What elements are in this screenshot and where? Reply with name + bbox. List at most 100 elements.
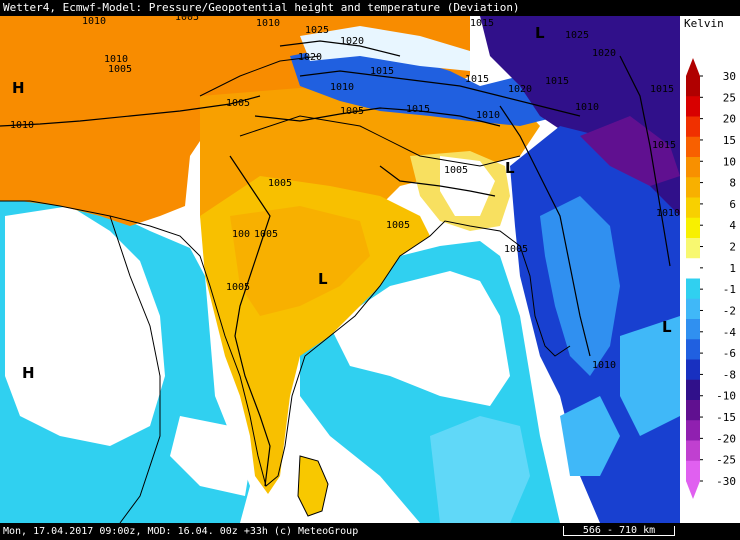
pressure-markers: H H L L L L H bbox=[12, 24, 672, 382]
isobar-label: 1010 bbox=[592, 360, 616, 371]
map-title: Wetter4, Ecmwf-Model: Pressure/Geopotent… bbox=[3, 1, 520, 14]
scale-label: 566 - 710 km bbox=[582, 525, 656, 536]
legend-swatch bbox=[686, 258, 700, 279]
legend-swatch bbox=[686, 76, 700, 97]
legend-arrow-up bbox=[686, 58, 700, 76]
isobar-label: 1005 bbox=[386, 220, 410, 231]
weather-map: 1010 1005 1010 1020 1025 1015 1010 1005 … bbox=[0, 16, 680, 523]
footer-text: Mon, 17.04.2017 09:00z, MOD: 16.04. 00z … bbox=[3, 526, 359, 537]
isobar-label: 1005 bbox=[268, 178, 292, 189]
isobar-label: 1010 bbox=[256, 18, 280, 29]
isobar-label: 1010 bbox=[330, 82, 354, 93]
legend-tick-label: -30 bbox=[716, 475, 736, 488]
legend-tick-label: -6 bbox=[723, 347, 736, 360]
legend-tick-label: 25 bbox=[723, 91, 736, 104]
land-himalaya-blue bbox=[290, 46, 560, 126]
isobar-label: 1015 bbox=[652, 140, 676, 151]
legend-tick-label: -4 bbox=[723, 326, 737, 339]
low-pressure-marker: L bbox=[318, 270, 328, 288]
isobar-label: 1010 bbox=[104, 54, 128, 65]
legend-tick-label: 20 bbox=[723, 113, 736, 126]
isobar-label: 1015 bbox=[470, 18, 494, 29]
land-thailand-lightblue bbox=[620, 316, 680, 436]
isobar-lines bbox=[0, 40, 671, 487]
isobar-label: 1005 bbox=[175, 16, 199, 23]
legend-tick-label: 30 bbox=[723, 70, 736, 83]
isobar-label: 1010 bbox=[82, 16, 106, 27]
isobar-label: 1020 bbox=[508, 84, 532, 95]
legend-tick-label: 4 bbox=[729, 219, 736, 232]
isobar-label: 1005 bbox=[226, 282, 250, 293]
legend-unit: Kelvin bbox=[684, 17, 724, 30]
legend-tick-label: -25 bbox=[716, 454, 736, 467]
legend-swatch bbox=[686, 339, 700, 360]
sea-light-east bbox=[430, 416, 530, 523]
isobar-label: 1005 bbox=[254, 229, 278, 240]
isobar-label: 1005 bbox=[108, 64, 132, 75]
legend-tick-label: 1 bbox=[729, 262, 736, 275]
legend-tick-label: 2 bbox=[729, 241, 736, 254]
low-pressure-marker: L bbox=[535, 24, 545, 42]
legend-colorbar: 30 25 20 15 10 8 6 4 2 1 -1 -2 -4 -6 -8 -10 -15 -20 -25 -30 bbox=[686, 58, 737, 499]
legend-swatch bbox=[686, 136, 700, 158]
legend-swatch bbox=[686, 440, 700, 462]
legend-tick-label: -1 bbox=[723, 283, 736, 296]
land-northeast-white bbox=[440, 156, 495, 216]
legend-swatch bbox=[686, 400, 700, 421]
land-gulf-lightblue bbox=[560, 396, 620, 476]
isobar-label: 1015 bbox=[406, 104, 430, 115]
isobar-label: 1005 bbox=[226, 98, 250, 109]
legend-tick-label: -10 bbox=[716, 390, 736, 403]
isobar-label: 1025 bbox=[305, 25, 329, 36]
legend-tick-label: 8 bbox=[729, 177, 736, 190]
legend-swatch bbox=[686, 359, 700, 381]
isobar-label: 1015 bbox=[370, 66, 394, 77]
legend-tick-label: -8 bbox=[723, 368, 736, 381]
high-pressure-marker: H bbox=[12, 79, 25, 97]
high-pressure-marker: H bbox=[22, 364, 35, 382]
isobar-label: 1005 bbox=[504, 244, 528, 255]
legend-swatch bbox=[686, 298, 700, 320]
legend-tick-label: 15 bbox=[723, 134, 736, 147]
legend-tick-label: -2 bbox=[723, 304, 736, 317]
legend-swatch bbox=[686, 217, 700, 239]
isobar-label: 1020 bbox=[592, 48, 616, 59]
sea-white-west bbox=[5, 206, 165, 446]
isobar-label: 1010 bbox=[10, 120, 34, 131]
legend-swatch bbox=[686, 278, 700, 300]
sea-white-bay bbox=[330, 271, 510, 406]
map-header: Wetter4, Ecmwf-Model: Pressure/Geopotent… bbox=[0, 0, 740, 16]
land-central-gold bbox=[230, 206, 370, 316]
legend-swatch bbox=[686, 238, 700, 259]
isobar-label: 1015 bbox=[465, 74, 489, 85]
legend-arrow-down bbox=[686, 481, 700, 499]
isobar-label: 1015 bbox=[650, 84, 674, 95]
land-tibet-white bbox=[300, 26, 470, 71]
legend-swatch bbox=[686, 157, 700, 178]
legend-tick-label: 10 bbox=[723, 155, 736, 168]
isobar-label: 1015 bbox=[545, 76, 569, 87]
legend-swatch bbox=[686, 379, 700, 401]
temperature-legend: Kelvin 30 25 20 15 10 8 6 4 2 1 -1 -2 -4 -6 -8 -10 -15 -2… bbox=[680, 16, 740, 523]
isobar-label: 1010 bbox=[476, 110, 500, 121]
isobar-label: 1020 bbox=[298, 52, 322, 63]
legend-tick-label: -15 bbox=[716, 411, 736, 424]
legend-tick-label: -20 bbox=[716, 432, 736, 445]
scale-bar: 566 - 710 km bbox=[563, 526, 675, 536]
legend-swatch bbox=[686, 177, 700, 198]
legend-tick-label: 6 bbox=[729, 198, 736, 211]
legend-swatch bbox=[686, 460, 700, 482]
legend-swatch bbox=[686, 319, 700, 340]
low-pressure-marker: L bbox=[505, 159, 515, 177]
isobar-label: 1020 bbox=[340, 36, 364, 47]
legend-swatch bbox=[686, 96, 700, 117]
isobar-label: 1010 bbox=[656, 208, 680, 219]
land-srilanka bbox=[298, 456, 328, 516]
legend-swatch bbox=[686, 197, 700, 219]
isobar-label: 100 bbox=[232, 229, 250, 240]
legend-swatch bbox=[686, 420, 700, 441]
land-northeast-purple bbox=[580, 116, 680, 186]
sea-light-south bbox=[170, 416, 250, 496]
isobar-labels: 1010 1005 1010 1020 1025 1015 1010 1005 … bbox=[10, 16, 680, 371]
low-pressure-marker: L bbox=[662, 318, 672, 336]
